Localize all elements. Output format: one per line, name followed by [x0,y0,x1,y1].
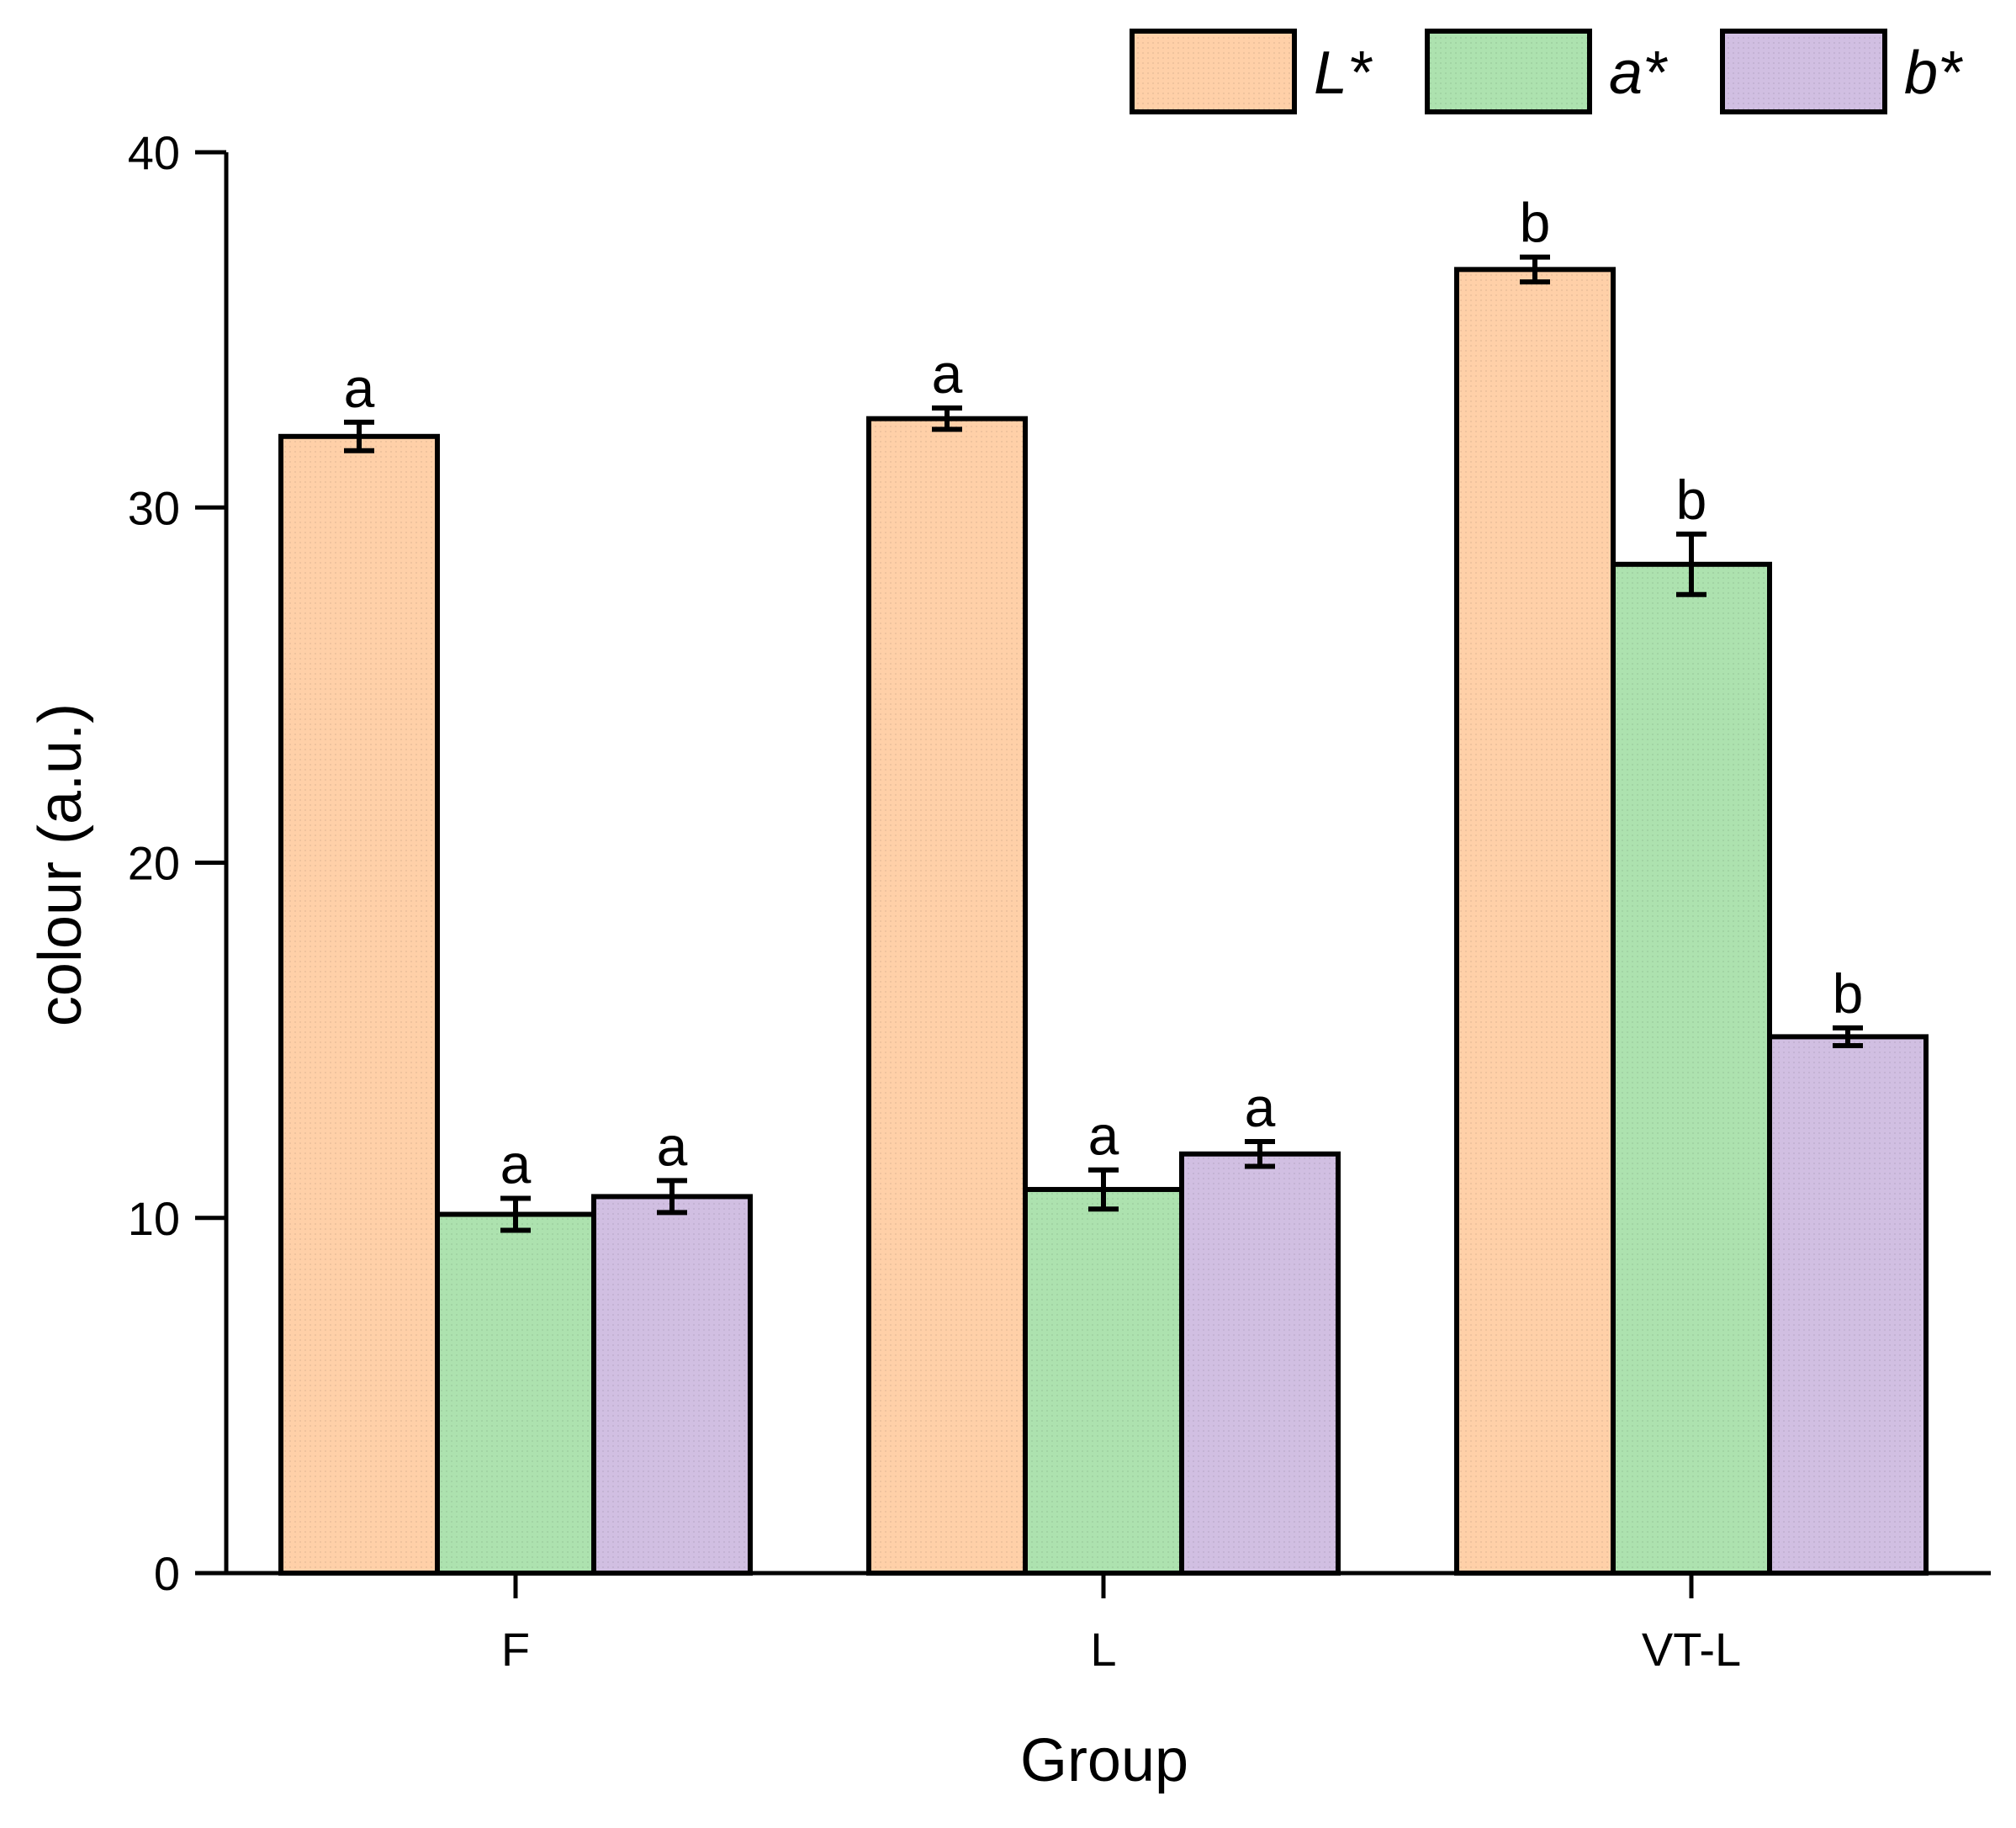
x-ticks-group: F L VT-L [501,1573,1741,1676]
bar-texture [1182,1153,1338,1573]
legend-swatch-texture [1722,31,1885,112]
x-tick-label: F [501,1623,530,1676]
legend-label: a* [1609,40,1668,107]
legend-label: b* [1904,40,1963,107]
bar-texture [869,418,1025,1573]
significance-label: a [500,1133,532,1195]
legend-swatch-texture [1427,31,1590,112]
bar-texture [1613,564,1770,1573]
significance-label: a [1245,1076,1276,1138]
bar-texture [594,1196,750,1573]
legend-label: L* [1314,40,1373,107]
significance-labels-group: a a b a a b a a b [344,192,1864,1195]
y-ticks-group: 0 10 20 30 40 [128,126,226,1600]
significance-label: a [1088,1105,1119,1167]
x-tick-label: L [1090,1623,1116,1676]
significance-label: b [1833,962,1864,1025]
legend: L* a* b* [1130,29,1963,114]
significance-label: a [657,1115,688,1177]
bar-texture [437,1214,594,1573]
legend-swatch-texture [1132,31,1294,112]
y-tick-label: 40 [128,126,180,179]
x-tick-label: VT-L [1642,1623,1741,1676]
bar-texture [1457,269,1613,1573]
y-axis-title: colour (a.u.) [27,703,94,1026]
significance-label: b [1520,192,1551,254]
bar-texture [281,436,437,1573]
y-tick-label: 10 [128,1192,180,1245]
significance-label: a [932,342,963,405]
x-axis-title: Group [1020,1727,1188,1794]
significance-label: a [344,357,375,419]
y-tick-label: 0 [154,1547,180,1600]
y-tick-label: 20 [128,837,180,890]
bars-group [278,267,1929,1576]
significance-label: b [1676,469,1707,531]
bar-texture [1025,1189,1182,1573]
bar-texture [1770,1036,1926,1573]
error-bars-group [344,254,1863,1233]
y-tick-label: 30 [128,481,180,534]
